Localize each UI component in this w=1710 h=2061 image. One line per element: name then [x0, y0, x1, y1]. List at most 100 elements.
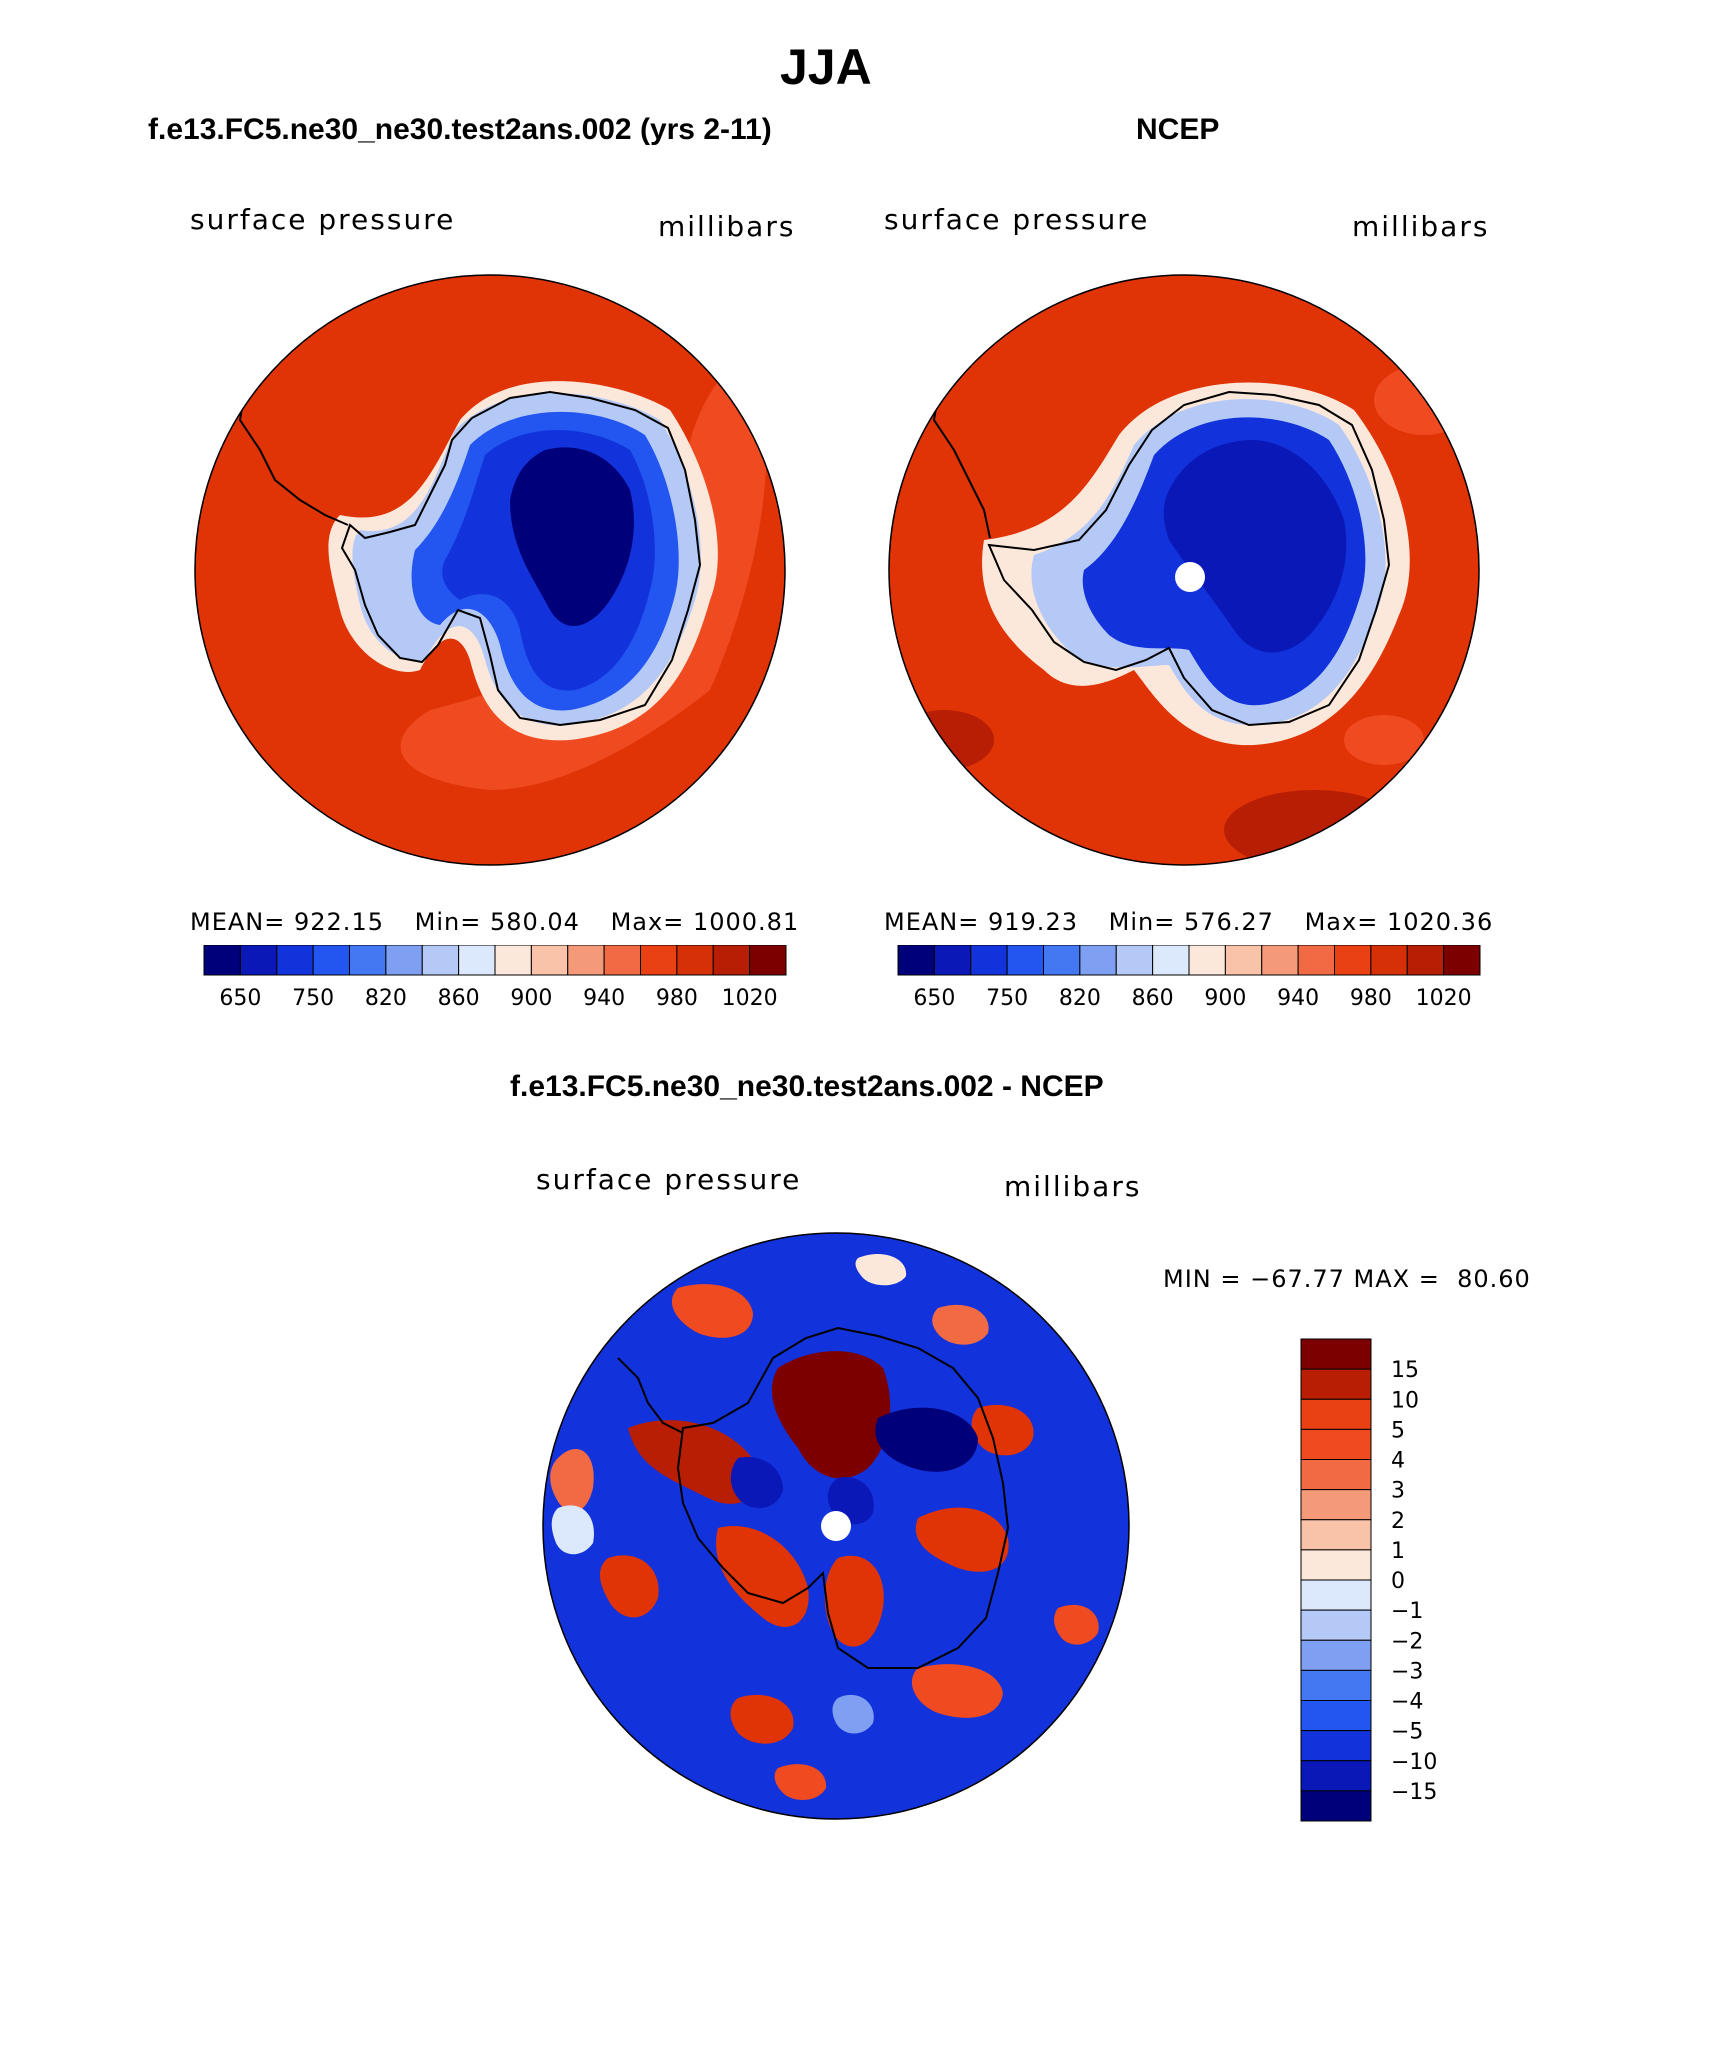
panel-2-stats: MEAN= 919.23 Min= 576.27 Max= 1020.36: [884, 908, 1493, 936]
light-blob: [832, 1694, 874, 1734]
colorbar-label: 900: [1204, 986, 1246, 1011]
min-value: 576.27: [1183, 908, 1274, 936]
colorbar-swatch: [1224, 945, 1263, 976]
max-label: Max=: [610, 908, 685, 936]
peninsula-coastline: [617, 1357, 684, 1434]
colorbar-swatch: [1115, 945, 1154, 976]
colorbar-swatch: [1300, 1730, 1372, 1762]
colorbar-swatch: [1370, 945, 1408, 976]
diff-panel-title: f.e13.FC5.ne30_ne30.test2ans.002 - NCEP: [510, 1070, 1104, 1103]
panel-1-stats: MEAN= 922.15 Min= 580.04 Max= 1000.81: [190, 908, 799, 936]
colorbar-swatch: [1300, 1489, 1372, 1521]
colorbar-swatch: [421, 945, 460, 976]
colorbar-label: 980: [1350, 986, 1392, 1011]
colorbar-swatch: [567, 945, 605, 976]
colorbar-swatch: [312, 945, 350, 976]
light-blob: [543, 1280, 594, 1388]
colorbar-label: 860: [438, 986, 480, 1011]
positive-blob: [771, 1351, 891, 1479]
colorbar-swatch: [1406, 945, 1445, 976]
colorbar-swatch: [1300, 1700, 1372, 1732]
colorbar-swatch: [933, 945, 972, 976]
colorbar-label: −10: [1391, 1750, 1437, 1775]
colorbar-label: −5: [1391, 1720, 1423, 1745]
diff-panel-units: millibars: [1004, 1170, 1142, 1203]
colorbar-swatch: [1297, 945, 1335, 976]
colorbar-swatch: [676, 945, 714, 976]
colorbar-swatch: [1006, 945, 1044, 976]
patch: [1344, 715, 1424, 765]
positive-blob: [628, 1420, 759, 1504]
min-label: Min=: [414, 908, 482, 936]
max-value: 1020.36: [1386, 908, 1494, 936]
panel-2-variable: surface pressure: [884, 203, 1150, 236]
colorbar-swatch: [712, 945, 751, 976]
colorbar-swatch: [1300, 1459, 1372, 1491]
colorbar-label: 10: [1391, 1388, 1419, 1413]
colorbar-swatch: [1300, 1338, 1372, 1370]
colorbar-swatch: [1188, 945, 1226, 976]
colorbar-label: 750: [986, 986, 1028, 1011]
positive-blob: [932, 1304, 989, 1345]
colorbar-label: 1020: [722, 986, 778, 1011]
positive-blob: [824, 1555, 884, 1647]
colorbar-swatch: [1300, 1428, 1372, 1460]
high-cell: [894, 710, 994, 770]
map-border: [542, 1232, 1130, 1820]
colorbar-swatch: [203, 945, 241, 976]
antarctic-coastline: [987, 390, 1391, 727]
diff-panel-variable: surface pressure: [536, 1163, 802, 1196]
negative-blob: [730, 1457, 783, 1509]
diff-map: [542, 1232, 1130, 1820]
ice-sheet-plateau: [510, 447, 634, 627]
positive-blob: [1054, 1604, 1099, 1645]
colorbar-swatch: [1300, 1760, 1372, 1792]
colorbar-swatch: [385, 945, 423, 976]
colorbar-swatch: [603, 945, 641, 976]
colorbar-swatch: [1300, 1519, 1372, 1551]
colorbar-label: 980: [656, 986, 698, 1011]
colorbar-label: −2: [1391, 1629, 1423, 1654]
colorbar-label: 650: [219, 986, 261, 1011]
colorbar-swatch: [640, 945, 678, 976]
colorbar-label: 860: [1132, 986, 1174, 1011]
light-blob: [551, 1505, 594, 1555]
antarctic-coastline: [340, 390, 702, 727]
colorbar-label: −4: [1391, 1690, 1423, 1715]
colorbar-label: 1: [1391, 1539, 1405, 1564]
panel-1-variable: surface pressure: [190, 203, 456, 236]
colorbar-swatch: [1300, 1639, 1372, 1671]
colorbar-swatch: [494, 945, 532, 976]
ice-sheet-plateau: [1163, 440, 1347, 653]
panel-1-title: f.e13.FC5.ne30_ne30.test2ans.002 (yrs 2-…: [148, 113, 772, 146]
colorbar-swatch: [276, 945, 314, 976]
panel-2-colorbar: 650 750 820 860 900 940 980 1020: [897, 945, 1481, 1011]
colorbar-swatch: [1261, 945, 1299, 976]
colorbar-swatch: [1300, 1669, 1372, 1701]
colorbar-swatch: [897, 945, 935, 976]
panel-1-colorbar: 650 750 820 860 900 940 980 1020: [203, 945, 787, 1011]
positive-blob: [599, 1555, 659, 1618]
colorbar-swatch: [530, 945, 569, 976]
colorbar-label: 2: [1391, 1509, 1405, 1534]
colorbar-label: 650: [913, 986, 955, 1011]
map-border: [888, 274, 1480, 866]
missing-data-pole: [1175, 562, 1205, 592]
colorbar-label: 3: [1391, 1479, 1405, 1504]
antarctic-coastline: [676, 1326, 1010, 1669]
positive-blob: [911, 1664, 1003, 1718]
positive-blob: [774, 1764, 827, 1800]
colorbar-label: 820: [365, 986, 407, 1011]
panel-2-map: [888, 274, 1480, 866]
positive-blob: [730, 1694, 794, 1744]
diff-minmax: MIN = −67.77 MAX = 80.60: [1163, 1265, 1531, 1293]
max-value: 1000.81: [692, 908, 800, 936]
mean-label: MEAN=: [884, 908, 980, 936]
positive-blob: [671, 1284, 753, 1338]
colorbar-label: −3: [1391, 1659, 1423, 1684]
colorbar-label: 820: [1059, 986, 1101, 1011]
min-label: Min=: [1108, 908, 1176, 936]
mean-label: MEAN=: [190, 908, 286, 936]
colorbar-swatch: [1300, 1790, 1372, 1822]
